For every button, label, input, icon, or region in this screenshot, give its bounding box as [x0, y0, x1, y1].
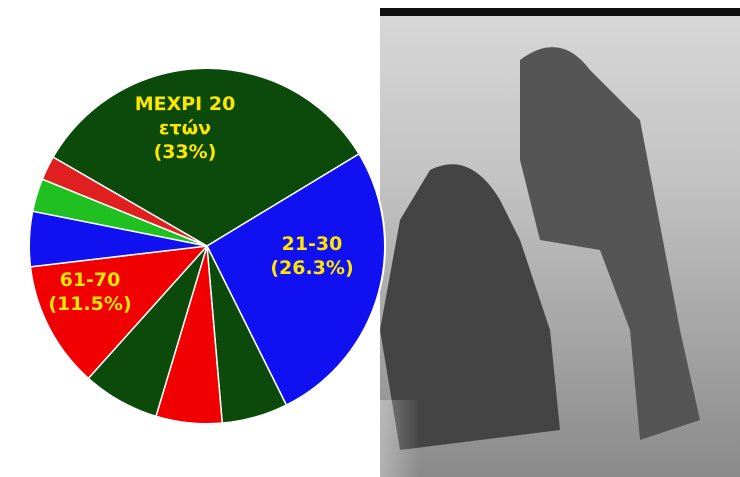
- slice-label: 61-70(11.5%): [30, 268, 150, 316]
- category-label: 61-70: [30, 268, 150, 292]
- category-label: 21-30: [252, 232, 372, 256]
- value-label: (26.3%): [252, 256, 372, 280]
- value-label: (11.5%): [30, 292, 150, 316]
- value-label: (33%): [125, 140, 245, 164]
- slice-label: 21-30(26.3%): [252, 232, 372, 280]
- page: ΜΕΧΡΙ 20 ετών(33%) 21-30(26.3%) 61-70(11.5…: [0, 0, 740, 477]
- slice-label: ΜΕΧΡΙ 20 ετών(33%): [125, 92, 245, 164]
- category-label: ΜΕΧΡΙ 20 ετών: [125, 92, 245, 140]
